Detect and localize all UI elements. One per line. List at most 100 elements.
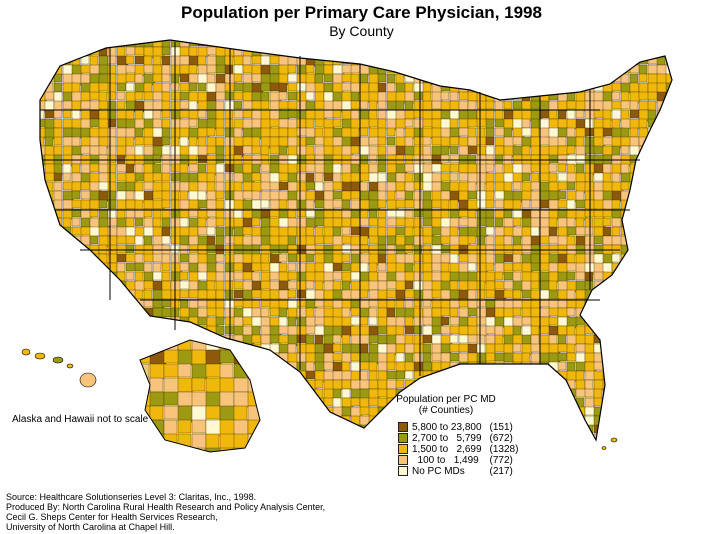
county-cell: [44, 370, 56, 380]
county-cell: [98, 397, 111, 410]
county-cell: [611, 325, 623, 338]
county-cell: [314, 40, 325, 47]
county-cell: [215, 235, 225, 247]
county-cell: [278, 262, 288, 273]
county-cell: [566, 136, 578, 147]
county-cell: [134, 289, 144, 300]
county-cell: [116, 316, 126, 326]
county-cell: [593, 64, 606, 76]
county-cell: [548, 172, 558, 183]
county-cell: [539, 406, 551, 418]
county-cell: [539, 415, 551, 428]
county-cell: [539, 46, 550, 57]
county-cell: [44, 109, 56, 119]
county-cell: [413, 91, 424, 101]
county-cell: [548, 388, 558, 398]
county-cell: [629, 325, 641, 338]
county-cell: [260, 262, 271, 272]
county-cell: [485, 262, 495, 272]
county-cell: [521, 172, 531, 182]
source-line: Source: Healthcare Solutionseries Level …: [6, 492, 257, 502]
county-cell: [638, 154, 651, 164]
county-cell: [638, 343, 649, 355]
county-cell: [62, 262, 73, 272]
county-cell: [62, 280, 72, 291]
county-cell: [675, 389, 685, 397]
county-cell: [62, 334, 72, 344]
county-cell: [40, 343, 45, 355]
county-cell: [422, 163, 434, 174]
county-cell: [152, 82, 164, 94]
county-cell: [191, 419, 207, 434]
county-cell: [521, 280, 532, 292]
county-cell: [287, 343, 297, 355]
county-cell: [251, 91, 262, 102]
county-cell: [350, 217, 361, 228]
county-cell: [197, 271, 208, 281]
map-title: Population per Primary Care Physician, 1…: [181, 3, 542, 22]
county-cell: [611, 64, 621, 74]
county-cell: [620, 40, 633, 49]
county-cell: [179, 91, 191, 101]
county-cell: [467, 370, 478, 381]
county-cell: [521, 433, 531, 440]
county-cell: [386, 55, 398, 65]
county-cell: [242, 307, 253, 318]
county-cell: [467, 181, 477, 193]
county-cell: [521, 388, 532, 401]
county-cell: [521, 199, 531, 209]
county-cell: [287, 235, 297, 246]
county-cell: [98, 316, 109, 329]
county-cell: [377, 433, 388, 440]
county-cell: [620, 172, 632, 183]
county-cell: [620, 370, 632, 382]
county-cell: [116, 235, 128, 245]
county-cell: [548, 82, 560, 92]
county-cell: [647, 271, 657, 284]
county-cell: [161, 55, 171, 66]
county-cell: [188, 163, 200, 173]
county-cell: [314, 226, 324, 238]
county-cell: [395, 55, 408, 68]
county-cell: [530, 280, 540, 290]
county-cell: [163, 340, 179, 352]
county-cell: [262, 378, 277, 391]
county-cell: [179, 172, 191, 184]
county-cell: [205, 433, 220, 450]
county-cell: [191, 391, 209, 409]
county-cell: [656, 262, 667, 272]
county-cell: [143, 82, 153, 93]
county-cell: [247, 433, 260, 451]
county-cell: [40, 118, 47, 128]
county-cell: [629, 226, 642, 236]
county-cell: [386, 289, 397, 299]
county-cell: [503, 82, 516, 92]
county-cell: [512, 379, 522, 390]
county-cell: [449, 307, 459, 318]
county-cell: [305, 316, 317, 328]
county-cell: [296, 118, 307, 129]
county-cell: [539, 343, 551, 355]
county-cell: [675, 281, 685, 292]
county-cell: [197, 145, 209, 157]
county-cell: [323, 172, 335, 182]
county-cell: [575, 118, 586, 130]
county-cell: [260, 406, 270, 417]
county-cell: [548, 244, 560, 254]
county-cell: [638, 370, 651, 383]
county-cell: [134, 163, 144, 174]
county-cell: [107, 235, 118, 247]
county-cell: [134, 127, 144, 138]
county-cell: [125, 73, 136, 83]
county-cell: [188, 262, 199, 274]
county-cell: [107, 73, 117, 85]
county-cell: [485, 163, 495, 173]
county-cell: [467, 325, 479, 336]
county-cell: [305, 91, 315, 101]
county-cell: [440, 316, 450, 326]
county-cell: [521, 235, 533, 246]
county-cell: [62, 325, 73, 335]
county-cell: [575, 64, 586, 77]
county-cell: [656, 406, 669, 416]
county-cell: [638, 91, 650, 101]
